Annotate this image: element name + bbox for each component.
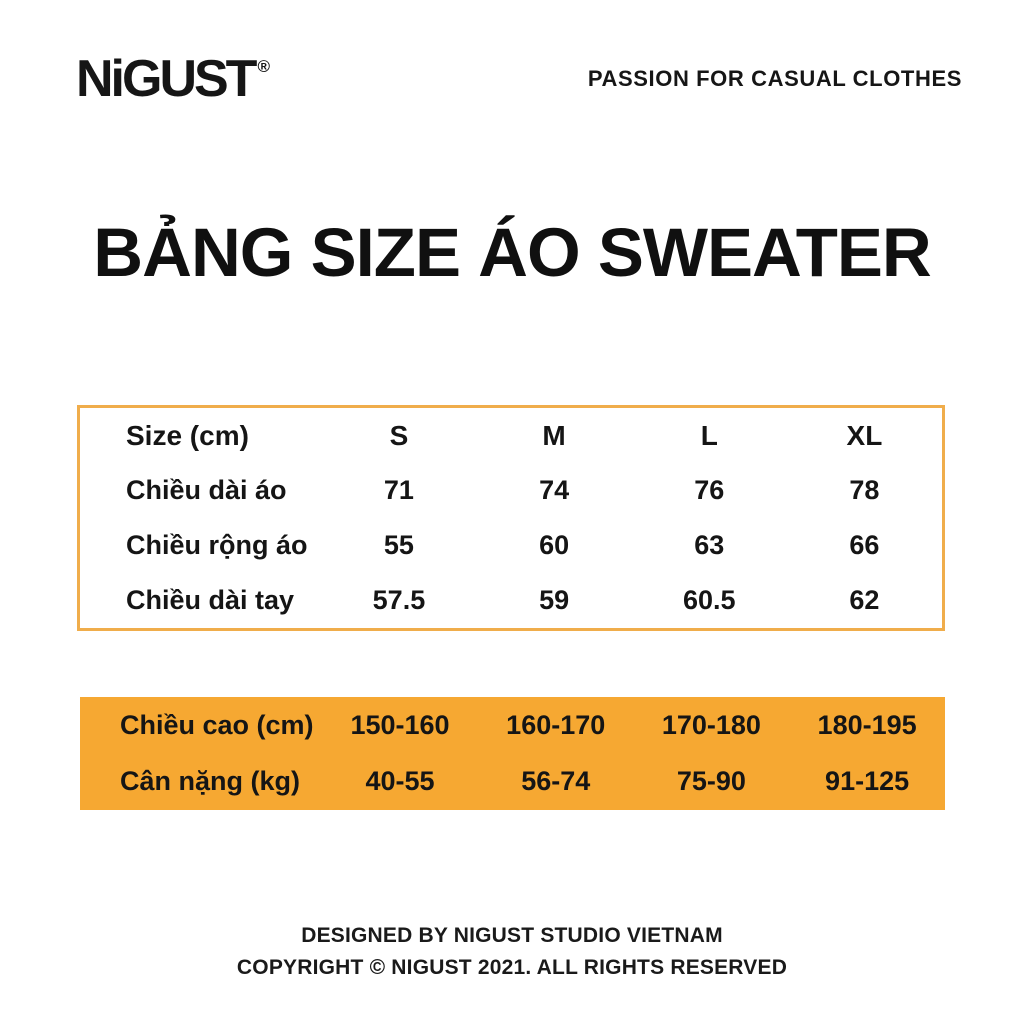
fit-value: 40-55 (365, 766, 435, 797)
footer-designed-by: DESIGNED BY NIGUST STUDIO VIETNAM (301, 924, 723, 947)
size-table-header-m: M (542, 419, 566, 451)
fit-value: 180-195 (817, 709, 917, 740)
brand-logo: NiGUST ® (76, 53, 270, 105)
size-value: 60.5 (682, 585, 736, 615)
size-value: 66 (849, 530, 880, 560)
size-value: 59 (539, 585, 570, 615)
fit-value: 150-160 (350, 709, 450, 740)
size-value: 55 (383, 530, 414, 560)
size-value: 60 (539, 530, 570, 560)
footer-copyright: COPYRIGHT © NIGUST 2021. ALL RIGHTS RESE… (236, 955, 788, 979)
size-table: Size (cm) S M L XL Chiều dài áo 71 74 76… (77, 405, 945, 631)
registered-trademark-mark: ® (257, 57, 270, 76)
fit-value: 160-170 (506, 709, 606, 740)
size-table-header-s: S (389, 419, 409, 451)
fit-value: 91-125 (825, 766, 910, 797)
size-value: 57.5 (372, 585, 426, 615)
fit-value: 170-180 (661, 709, 761, 740)
size-table-header-l: L (700, 419, 718, 451)
footer: DESIGNED BY NIGUST STUDIO VIETNAM COPYRI… (0, 920, 1024, 984)
brand-tagline: PASSION FOR CASUAL CLOTHES (587, 66, 962, 91)
size-value: 62 (849, 585, 880, 615)
size-value: 74 (539, 475, 570, 505)
size-value: 78 (849, 475, 880, 505)
fit-value: 56-74 (521, 766, 591, 797)
brand-logo-text: NiGUST (76, 50, 257, 108)
fit-guide-table: Chiều cao (cm) 150-160 160-170 170-180 1… (80, 697, 945, 810)
size-row-label: Chiều dài áo (126, 475, 287, 505)
fit-row-label: Cân nặng (kg) (120, 766, 300, 797)
size-value: 76 (694, 475, 725, 505)
fit-value: 75-90 (676, 766, 746, 797)
size-value: 63 (694, 530, 725, 560)
size-row-label: Chiều rộng áo (126, 530, 308, 560)
size-value: 71 (383, 475, 414, 505)
size-row-label: Chiều dài tay (126, 585, 295, 615)
header-bar: NiGUST ® PASSION FOR CASUAL CLOTHES (76, 46, 962, 112)
size-table-header-xl: XL (846, 419, 883, 451)
page-title: BẢNG SIZE ÁO SWEATER (93, 214, 931, 291)
size-table-header-label: Size (cm) (126, 419, 249, 451)
fit-row-label: Chiều cao (cm) (120, 709, 314, 740)
